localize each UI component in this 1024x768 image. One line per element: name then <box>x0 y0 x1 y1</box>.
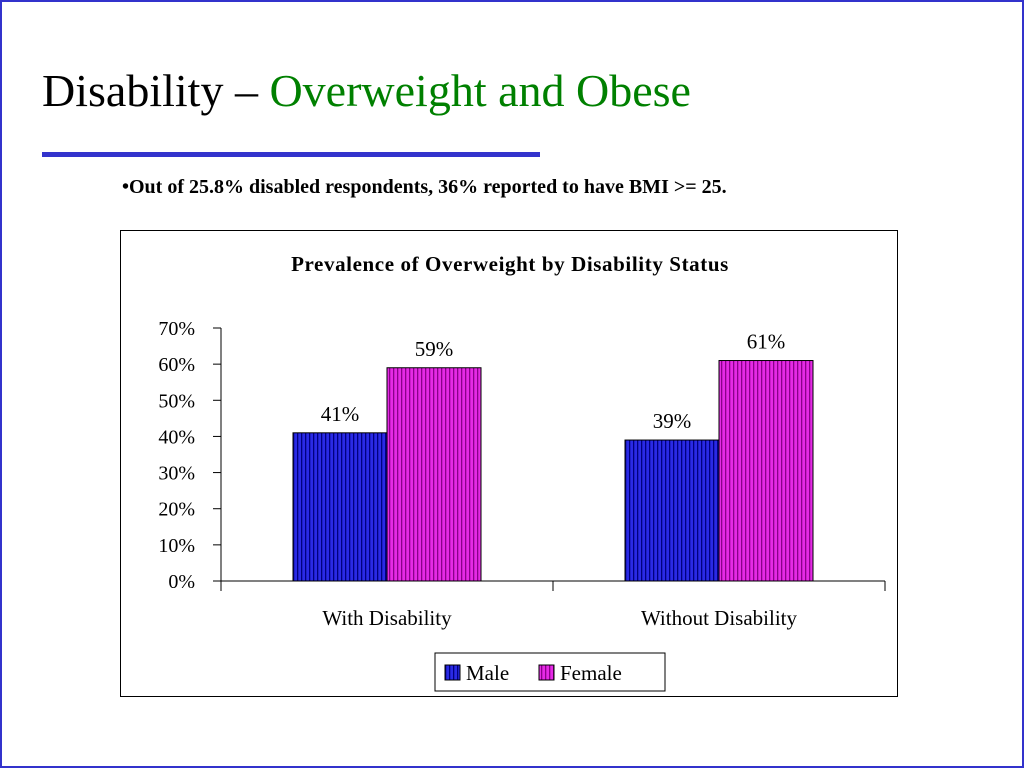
data-label: 41% <box>321 402 360 426</box>
y-tick-label: 20% <box>158 499 195 521</box>
chart-frame: Prevalence of Overweight by Disability S… <box>120 230 898 697</box>
y-tick-label: 60% <box>158 354 195 376</box>
category-label: Without Disability <box>641 606 798 630</box>
plot-area: 0% 10% 20% 30% 40% 50% 60% 70% 41% 59% With Disabi… <box>158 318 886 630</box>
y-tick-label: 50% <box>158 390 195 412</box>
legend-label-male: Male <box>466 661 509 685</box>
data-label: 39% <box>653 409 692 433</box>
y-tick-label: 70% <box>158 318 195 340</box>
bullet-point: •Out of 25.8% disabled respondents, 36% … <box>122 176 727 198</box>
bar-male-1 <box>292 432 388 582</box>
title-accent: Overweight and Obese <box>269 65 691 116</box>
data-label: 59% <box>415 337 454 361</box>
bar-male-2 <box>624 439 720 582</box>
bar-female-1 <box>386 367 482 582</box>
y-tick-label: 40% <box>158 426 195 448</box>
category-label: With Disability <box>322 606 452 630</box>
title-underline <box>42 152 540 157</box>
bar-chart: Prevalence of Overweight by Disability S… <box>158 252 886 692</box>
chart-title: Prevalence of Overweight by Disability S… <box>291 252 729 276</box>
y-tick-label: 0% <box>168 571 195 593</box>
legend-swatch-female <box>538 664 555 681</box>
title-main: Disability – <box>42 65 270 116</box>
legend: Male Female <box>434 652 666 692</box>
bar-female-2 <box>718 360 814 582</box>
data-label: 61% <box>747 330 786 354</box>
y-tick-label: 10% <box>158 535 195 557</box>
legend-label-female: Female <box>560 661 622 685</box>
legend-swatch-male <box>444 664 461 681</box>
slide-title: Disability – Overweight and Obese <box>42 68 691 114</box>
y-tick-label: 30% <box>158 463 195 485</box>
